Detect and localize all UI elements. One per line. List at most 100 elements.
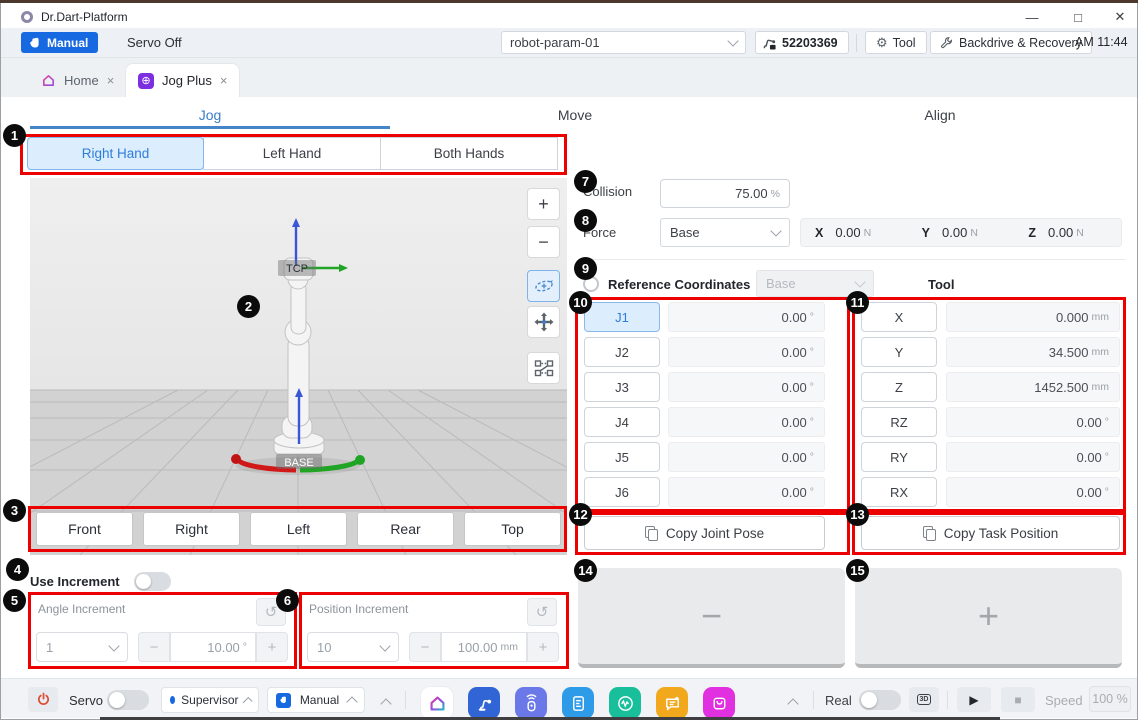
measure-button[interactable] [527,352,560,384]
tab-home-close-icon[interactable]: × [106,72,115,88]
desktop-background-sliver [0,0,1138,3]
power-button[interactable] [28,687,58,712]
zoom-in-button[interactable]: + [527,188,560,220]
angle-value-field[interactable]: 10.00 ° [170,632,256,662]
angle-reset-button[interactable]: ↺ [256,598,286,626]
close-button[interactable]: ✕ [1114,9,1126,24]
joint-j4-button[interactable]: J4 [584,407,660,437]
chevron-up-icon [242,697,253,707]
maximize-button[interactable]: □ [1074,9,1082,25]
subtab-move[interactable]: Move [557,107,593,123]
joint-j6-button[interactable]: J6 [584,477,660,507]
reference-frame-dropdown[interactable]: Base [756,270,874,297]
joint-j2-button[interactable]: J2 [584,337,660,367]
copy-task-position-button[interactable]: Copy Task Position [861,516,1120,550]
position-decrement-button[interactable]: − [409,632,441,662]
force-x-unit: N [863,226,872,239]
view-front-button[interactable]: Front [36,512,133,546]
backdrive-recovery-button[interactable]: Backdrive & Recovery [930,31,1092,54]
toggle-knob [136,574,151,589]
force-x-value: 0.00 [835,225,861,240]
force-readout: X 0.00 N Y 0.00 N Z 0.00 N [800,218,1122,247]
minimize-button[interactable]: — [1025,9,1039,25]
view-right-button[interactable]: Right [143,512,240,546]
real-mode-toggle[interactable] [859,690,901,710]
mode-value: Manual [299,693,340,707]
task-y-button[interactable]: Y [861,337,937,367]
joint-j2-value: 0.00 ° [668,337,825,367]
task-z-button[interactable]: Z [861,372,937,402]
force-z-unit: N [1076,226,1084,239]
joint-j1-button[interactable]: J1 [584,302,660,332]
servo-status-text: Servo Off [127,35,182,50]
zoom-out-button[interactable]: − [527,226,560,258]
dock-collapse-chevron-icon[interactable] [380,698,392,710]
robot-param-dropdown[interactable]: robot-param-01 [501,31,746,54]
sim-3d-button[interactable]: 3D [909,687,939,712]
copy-icon [644,525,659,541]
task-rx-button[interactable]: RX [861,477,937,507]
position-value-field[interactable]: 100.00 mm [441,632,527,662]
tab-jog-plus[interactable]: ⊕ Jog Plus × [125,63,241,97]
task-rz-button[interactable]: RZ [861,407,937,437]
app-message-icon[interactable] [656,687,688,719]
tool-button[interactable]: ⚙ Tool [865,31,927,54]
view-rear-button[interactable]: Rear [357,512,454,546]
manual-mode-button[interactable]: Manual [21,32,99,53]
collision-input[interactable]: 75.00 % [660,179,790,208]
joint-j5-button[interactable]: J5 [584,442,660,472]
tab-jog-plus-close-icon[interactable]: × [219,73,228,88]
angle-step-select[interactable]: 1 [36,632,128,662]
task-y-value: 34.500 mm [946,337,1120,367]
force-frame-dropdown[interactable]: Base [660,218,790,247]
app-task-writer-icon[interactable] [562,687,594,719]
orbit-rotate-button[interactable] [527,270,560,302]
app-logo-icon [21,11,33,23]
joint-j3-button[interactable]: J3 [584,372,660,402]
position-step-select[interactable]: 10 [307,632,399,662]
app-robot-icon[interactable] [468,687,500,719]
chevron-down-icon [770,225,782,237]
real-mode-label: Real [825,693,852,708]
tcp-label: TCP [286,263,308,275]
jog-plus-button[interactable]: + [855,568,1122,668]
position-increment-button[interactable]: + [527,632,559,662]
pan-button[interactable] [527,306,560,338]
play-button[interactable]: ▶ [957,687,991,712]
task-ry-button[interactable]: RY [861,442,937,472]
speed-value-box[interactable]: 100 % [1089,686,1131,712]
app-jog-remote-icon[interactable] [515,687,547,719]
app-monitor-icon[interactable] [609,687,641,719]
position-reset-button[interactable]: ↺ [527,598,557,626]
subtab-jog[interactable]: Jog [198,107,222,123]
robot-3d-viewport[interactable]: BASE TCP [30,178,567,555]
task-x-button[interactable]: X [861,302,937,332]
tab-home[interactable]: Home × [29,63,126,97]
both-hands-button[interactable]: Both Hands [380,137,558,170]
role-dropdown[interactable]: Supervisor [161,687,259,713]
left-hand-button[interactable]: Left Hand [203,137,381,170]
view-top-button[interactable]: Top [464,512,561,546]
copy-joint-pose-button[interactable]: Copy Joint Pose [584,516,825,550]
stop-button[interactable]: ■ [1001,687,1035,712]
force-z-axis: Z [1028,225,1036,240]
app-home-icon[interactable] [421,687,453,719]
view-left-button[interactable]: Left [250,512,347,546]
servo-toggle[interactable] [107,690,149,710]
tray-expand-chevron-icon[interactable] [787,698,799,710]
reference-coordinates-radio[interactable] [583,276,599,292]
force-label: Force [583,225,617,240]
subtab-align[interactable]: Align [924,107,956,123]
robot-serial-box[interactable]: 52203369 [755,31,849,54]
angle-increment-button[interactable]: + [256,632,288,662]
angle-decrement-button[interactable]: − [138,632,170,662]
app-store-icon[interactable] [703,687,735,719]
annotation-badge-5: 5 [3,589,26,612]
use-increment-toggle[interactable] [134,572,171,591]
3d-view-icon: 3D [916,694,932,705]
right-hand-button[interactable]: Right Hand [27,137,204,170]
jog-minus-button[interactable]: − [578,568,845,668]
position-value: 100.00 [457,639,498,655]
force-y-cell: Y 0.00 N [908,225,1015,240]
mode-dropdown[interactable]: Manual [267,687,365,713]
